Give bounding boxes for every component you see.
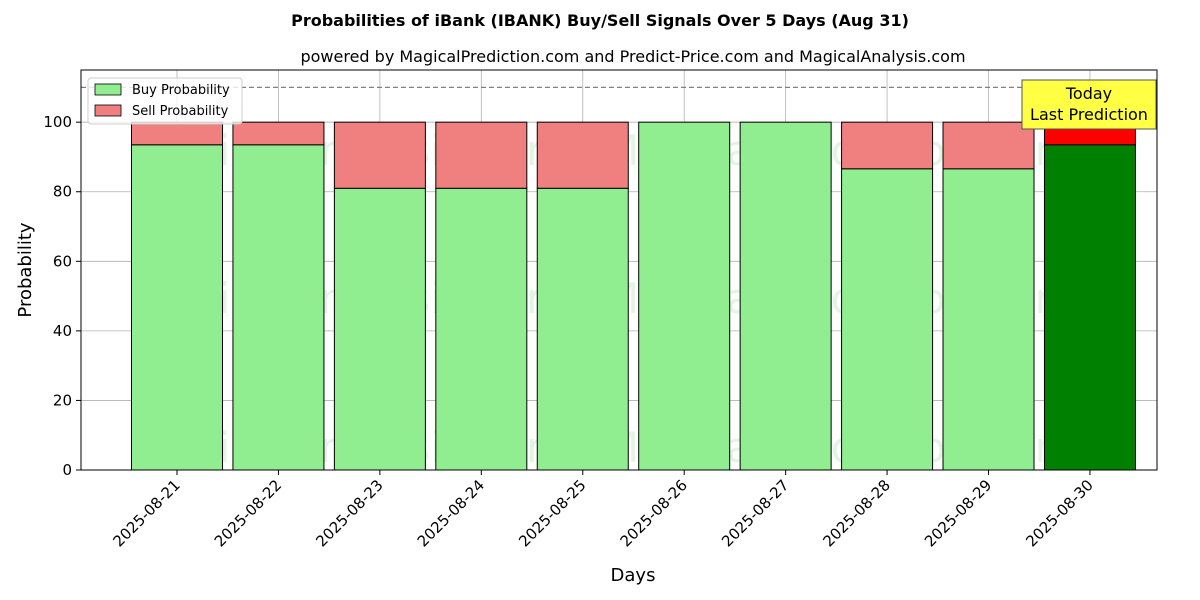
bar-sell-2025-08-24 [435, 121, 528, 189]
bar-sell-2025-08-25 [536, 121, 629, 189]
x-tick-label: 2025-08-26 [617, 476, 691, 550]
bar-buy-2025-08-26 [638, 121, 731, 471]
x-tick-label: 2025-08-25 [515, 476, 589, 550]
y-tick-label: 20 [53, 391, 72, 409]
annotation-line-2: Last Prediction [1030, 105, 1148, 124]
bar-sell-2025-08-23 [333, 121, 426, 189]
bar-buy-2025-08-21 [131, 144, 223, 471]
y-tick-label: 0 [62, 461, 72, 479]
bar-layer [131, 121, 1136, 471]
legend: Buy Probability Sell Probability [87, 77, 243, 125]
legend-swatch-sell [94, 104, 122, 117]
bar-buy-2025-08-24 [435, 187, 528, 471]
bar-buy-2025-08-22 [232, 144, 325, 471]
x-axis-label: Days [611, 565, 656, 586]
plot-frame [80, 69, 1158, 471]
y-tick-label: 60 [53, 252, 72, 270]
today-annotation: Today Last Prediction [1021, 79, 1157, 130]
bar-sell-2025-08-22 [232, 121, 325, 146]
y-axis-label: Probability [15, 222, 36, 317]
y-tick-label: 40 [53, 322, 72, 340]
x-tick-label: 2025-08-30 [1022, 476, 1096, 550]
x-tick-label: 2025-08-24 [414, 476, 488, 550]
bar-buy-2025-08-25 [536, 187, 629, 471]
chart-subtitle: powered by MagicalPrediction.com and Pre… [300, 47, 965, 66]
bar-buy-2025-08-29 [942, 168, 1035, 471]
x-tick-label: 2025-08-27 [718, 476, 792, 550]
annotation-box [1021, 79, 1157, 130]
legend-box [87, 77, 243, 125]
annotation-line-1: Today [1065, 84, 1112, 103]
x-tick-label: 2025-08-22 [211, 476, 285, 550]
x-tick-label: 2025-08-28 [820, 476, 894, 550]
bar-buy-2025-08-27 [739, 121, 832, 471]
y-tick-label: 80 [53, 183, 72, 201]
legend-label-sell: Sell Probability [132, 104, 229, 119]
x-tick-label: 2025-08-21 [109, 476, 183, 550]
y-tick-label: 100 [43, 113, 72, 131]
bar-sell-2025-08-28 [841, 121, 934, 170]
chart-title: Probabilities of iBank (IBANK) Buy/Sell … [291, 11, 909, 30]
legend-label-buy: Buy Probability [132, 83, 230, 98]
bar-buy-2025-08-28 [841, 168, 934, 471]
bar-sell-2025-08-21 [131, 121, 223, 146]
bar-buy-2025-08-23 [333, 187, 426, 471]
x-tick-label: 2025-08-23 [312, 476, 386, 550]
bar-buy-2025-08-30 [1043, 144, 1136, 471]
legend-swatch-buy [94, 83, 122, 96]
x-tick-label: 2025-08-29 [921, 476, 995, 550]
bar-sell-2025-08-29 [942, 121, 1035, 170]
